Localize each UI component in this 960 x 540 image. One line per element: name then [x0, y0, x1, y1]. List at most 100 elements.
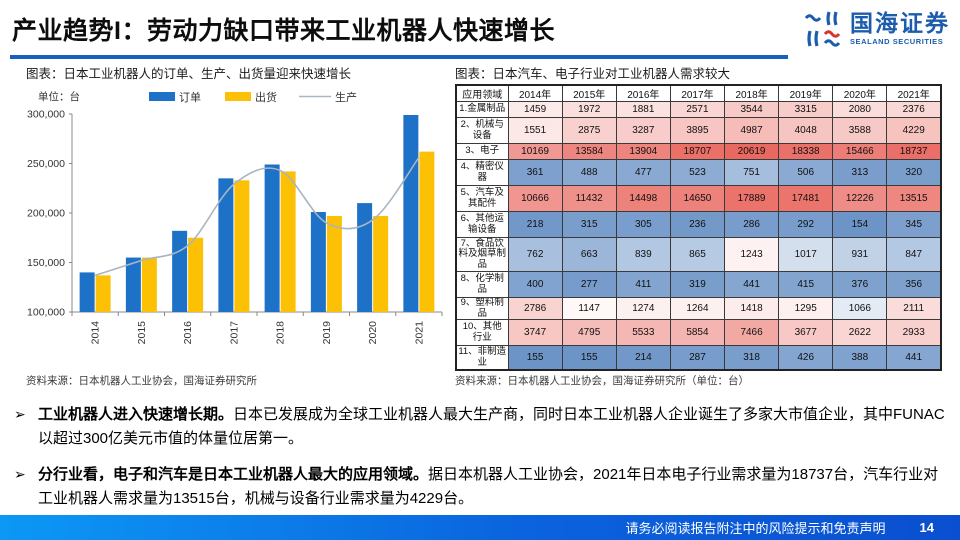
value-cell: 839: [615, 237, 671, 272]
table-row: 3、电子 10169 13584 13904 18707 20619 18338 15466 1…: [455, 143, 942, 160]
table-header-row: 应用领域 2014年 2015年 2016年 2017年 2018年 2019年 2020年 2…: [455, 84, 942, 102]
value-cell: 388: [832, 345, 888, 371]
value-cell: 13584: [561, 143, 617, 160]
value-cell: 12226: [832, 185, 888, 212]
svg-text:300,000: 300,000: [27, 109, 65, 121]
svg-text:订单: 订单: [179, 91, 201, 104]
value-cell: 4987: [723, 117, 780, 144]
value-cell: 1295: [778, 296, 834, 321]
value-cell: 3588: [832, 117, 888, 144]
demand-heatmap-table: 应用领域 2014年 2015年 2016年 2017年 2018年 2019年 2020年 2…: [455, 84, 942, 371]
value-cell: 1274: [615, 296, 671, 321]
value-cell: 3747: [507, 319, 563, 347]
svg-text:2015: 2015: [136, 321, 148, 345]
svg-text:2021: 2021: [413, 321, 425, 345]
value-cell: 1459: [507, 101, 563, 118]
table-row: 8、化学制品 400 277 411 319 441 415 376 356: [455, 271, 942, 298]
summary-bullets: ➢ 工业机器人进入快速增长期。日本已发展成为全球工业机器人最大生产商，同时日本工业…: [14, 403, 950, 523]
value-cell: 4048: [778, 117, 834, 144]
value-cell: 13515: [886, 185, 942, 212]
value-cell: 1264: [669, 296, 726, 321]
svg-text:2020: 2020: [367, 321, 379, 345]
bullet-arrow-icon: ➢: [14, 466, 26, 482]
table-row: 11、非制造业 155 155 214 287 318 426 388 441: [455, 345, 942, 371]
svg-text:250,000: 250,000: [27, 158, 65, 170]
value-cell: 305: [615, 211, 671, 238]
table-row: 4、精密仪器 361 488 477 523 751 506 313 320: [455, 159, 942, 186]
bullet-body-text: 日本已发展成为全球工业机器人最大生产商，同时日本工业机器人企业诞生了多家大市值企…: [38, 406, 945, 447]
value-cell: 10666: [507, 185, 563, 212]
value-cell: 277: [561, 271, 617, 298]
value-cell: 345: [886, 211, 942, 238]
value-cell: 320: [886, 159, 942, 186]
value-cell: 154: [832, 211, 888, 238]
svg-text:150,000: 150,000: [27, 257, 65, 269]
row-label-cell: 5、汽车及其配件: [455, 185, 509, 212]
value-cell: 762: [507, 237, 563, 272]
value-cell: 14650: [669, 185, 726, 212]
value-cell: 1147: [561, 296, 617, 321]
table-row: 1.金属制品 1459 1972 1881 2571 3544 3315 2080 2376: [455, 101, 942, 118]
value-cell: 5533: [615, 319, 671, 347]
value-cell: 218: [507, 211, 563, 238]
value-cell: 4795: [561, 319, 617, 347]
value-cell: 931: [832, 237, 888, 272]
value-cell: 356: [886, 271, 942, 298]
brand-logo: 国海证券 SEALAND SECURITIES: [803, 9, 950, 49]
table-row: 9、塑料制品 2786 1147 1274 1264 1418 1295 1066 2111: [455, 296, 942, 321]
svg-text:2016: 2016: [182, 321, 194, 345]
page-number: 14: [919, 520, 934, 535]
left-chart-source: 资料来源：日本机器人工业协会，国海证券研究所: [26, 375, 257, 387]
row-label-cell: 8、化学制品: [455, 271, 509, 298]
svg-text:2017: 2017: [228, 321, 240, 345]
row-label-cell: 9、塑料制品: [455, 296, 509, 321]
bullet-industry-breakdown: ➢ 分行业看，电子和汽车是日本工业机器人最大的应用领域。据日本机器人工业协会，20…: [14, 463, 950, 511]
value-cell: 2875: [561, 117, 617, 144]
table-row: 7、食品饮料及烟草制品 762 663 839 865 1243 1017 931 847: [455, 237, 942, 272]
value-cell: 415: [778, 271, 834, 298]
table-header-cell: 2016年: [615, 84, 671, 102]
value-cell: 286: [723, 211, 780, 238]
value-cell: 319: [669, 271, 726, 298]
sealand-logo-icon: [804, 11, 841, 47]
value-cell: 1017: [778, 237, 834, 272]
value-cell: 17889: [723, 185, 780, 212]
row-label-cell: 10、其他行业: [455, 319, 509, 347]
value-cell: 13904: [615, 143, 671, 160]
value-cell: 361: [507, 159, 563, 186]
row-label-cell: 7、食品饮料及烟草制品: [455, 237, 509, 272]
value-cell: 3315: [778, 101, 834, 118]
value-cell: 5854: [669, 319, 726, 347]
svg-text:2019: 2019: [321, 321, 333, 345]
value-cell: 4229: [886, 117, 942, 144]
right-table-source: 资料来源：日本机器人工业协会，国海证券研究所（单位：台）: [455, 375, 749, 387]
footer-disclaimer: 请务必阅读报告附注中的风险提示和免责声明: [625, 521, 886, 536]
value-cell: 441: [723, 271, 780, 298]
bullet-growth-period: ➢ 工业机器人进入快速增长期。日本已发展成为全球工业机器人最大生产商，同时日本工业…: [14, 403, 950, 451]
value-cell: 3895: [669, 117, 726, 144]
bullet-arrow-icon: ➢: [14, 406, 26, 422]
value-cell: 523: [669, 159, 726, 186]
table-header-cell: 2018年: [723, 84, 780, 102]
table-header-cell: 2015年: [561, 84, 617, 102]
value-cell: 236: [669, 211, 726, 238]
table-row: 10、其他行业 3747 4795 5533 5854 7466 3677 2622 2933: [455, 319, 942, 347]
svg-text:生产: 生产: [335, 90, 357, 104]
value-cell: 1243: [723, 237, 780, 272]
value-cell: 2376: [886, 101, 942, 118]
table-row: 2、机械与设备 1551 2875 3287 3895 4987 4048 3588 4229: [455, 117, 942, 144]
row-label-cell: 4、精密仪器: [455, 159, 509, 186]
value-cell: 441: [886, 345, 942, 371]
value-cell: 663: [561, 237, 617, 272]
value-cell: 1066: [832, 296, 888, 321]
value-cell: 18338: [778, 143, 834, 160]
value-cell: 17481: [778, 185, 834, 212]
value-cell: 1972: [561, 101, 617, 118]
row-label-cell: 1.金属制品: [455, 101, 509, 118]
value-cell: 18737: [886, 143, 942, 160]
svg-text:出货: 出货: [255, 90, 277, 104]
right-table-caption: 图表：日本汽车、电子行业对工业机器人需求较大: [455, 67, 731, 81]
value-cell: 7466: [723, 319, 780, 347]
value-cell: 2111: [886, 296, 942, 321]
demand-table: 应用领域 2014年 2015年 2016年 2017年 2018年 2019年 2020年 2…: [455, 84, 942, 371]
